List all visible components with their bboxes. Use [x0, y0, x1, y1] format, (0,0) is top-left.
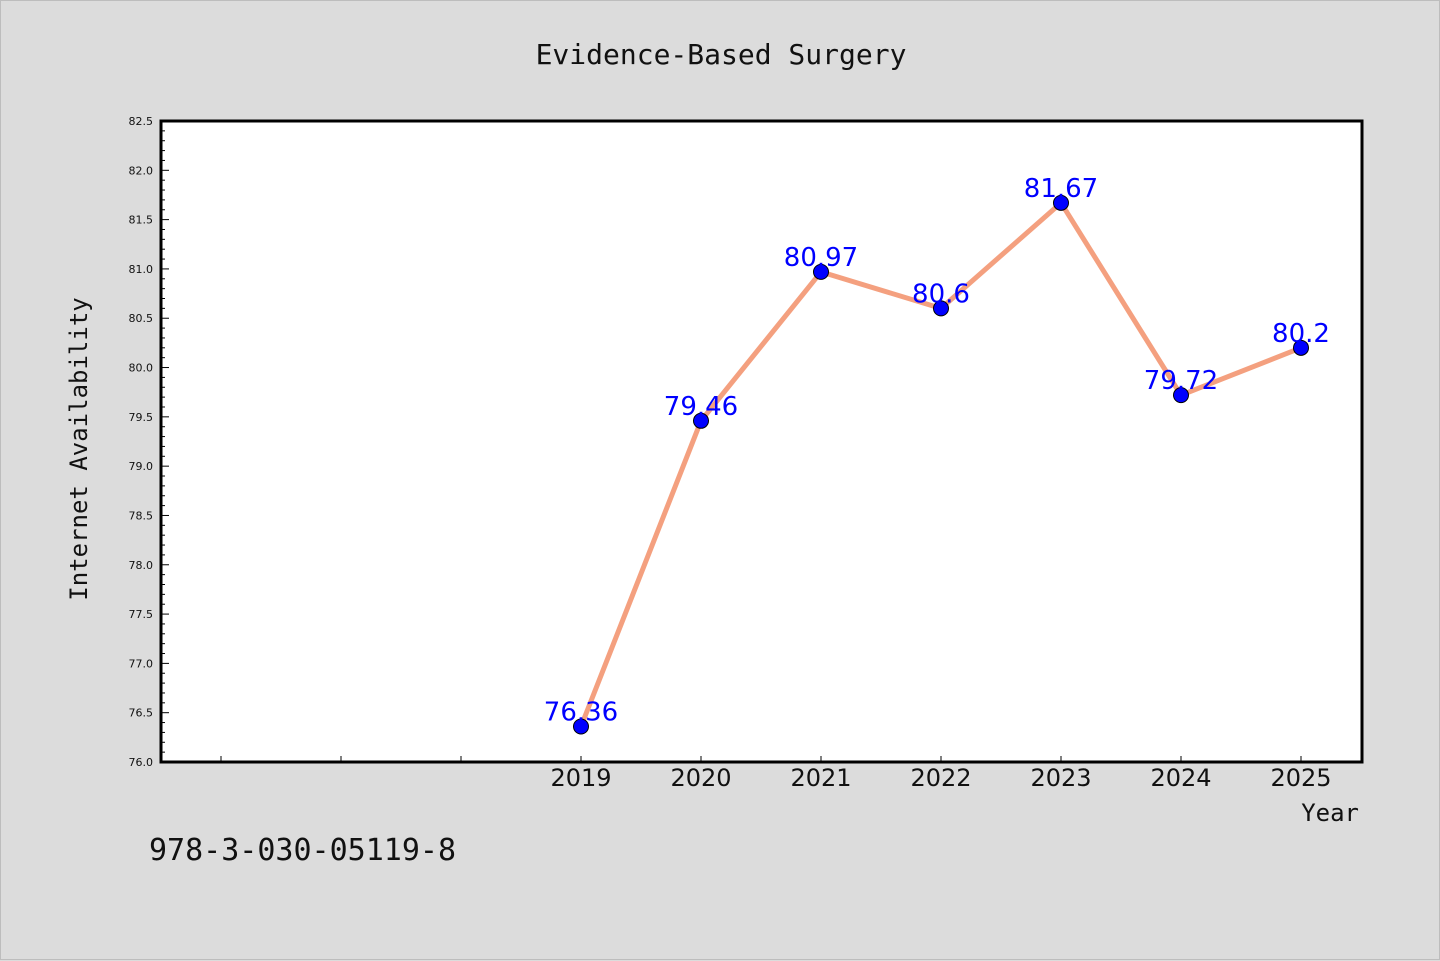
x-axis: 2019 2020 2021 2022 2023 2024 2025: [220, 756, 1332, 792]
data-point-marker: [1173, 387, 1189, 404]
chart-title: Evidence-Based Surgery: [536, 38, 907, 71]
y-tick-label: 79.0: [129, 460, 154, 473]
y-tick-label: 76.5: [129, 707, 154, 720]
y-axis-label: Internet Availability: [65, 297, 93, 600]
x-tick-label: 2025: [1270, 764, 1331, 792]
y-tick-label: 80.5: [129, 312, 154, 325]
data-point-marker: [1293, 339, 1309, 356]
y-tick-label: 77.5: [129, 608, 154, 621]
plot-area: [159, 119, 1364, 764]
y-tick-label: 79.5: [129, 411, 154, 424]
data-point-marker: [693, 412, 709, 429]
x-tick-label: 2021: [790, 764, 851, 792]
y-tick-label: 81.5: [129, 214, 154, 227]
x-tick-label: 2019: [550, 764, 611, 792]
data-point-marker: [813, 263, 829, 280]
x-tick-label: 2022: [910, 764, 971, 792]
data-label: 76.36: [544, 697, 618, 727]
x-tick-label: 2024: [1150, 764, 1211, 792]
data-point-marker: [933, 300, 949, 317]
y-tick-label: 80.0: [129, 362, 154, 375]
y-tick-label: 82.0: [129, 164, 154, 177]
y-tick-label: 78.5: [129, 509, 154, 522]
x-tick-label: 2020: [670, 764, 731, 792]
data-point-marker: [1053, 194, 1069, 211]
y-tick-label: 78.0: [129, 559, 154, 572]
data-label: 80.97: [784, 243, 858, 273]
x-tick-label: 2023: [1030, 764, 1091, 792]
data-point-marker: [573, 718, 589, 735]
data-label: 80.6: [912, 279, 970, 309]
y-tick-label: 77.0: [129, 657, 154, 670]
series-group: 76.36 79.46 80.97 80.6 81.67 79.72 80.2: [544, 174, 1330, 735]
data-label: 79.46: [664, 392, 738, 422]
y-tick-label: 81.0: [129, 263, 154, 276]
isbn-footer: 978-3-030-05119-8: [149, 833, 457, 868]
data-label: 81.67: [1024, 174, 1098, 204]
y-tick-label: 82.5: [129, 115, 154, 128]
x-axis-label: Year: [1301, 799, 1359, 827]
y-tick-label: 76.0: [129, 756, 154, 769]
data-label: 79.72: [1144, 366, 1218, 396]
y-axis: 76.0 76.5 77.0 77.5 78.0 78.5 79.0 79.5 80.0 80.5…: [129, 115, 169, 769]
data-label: 80.2: [1272, 319, 1330, 349]
